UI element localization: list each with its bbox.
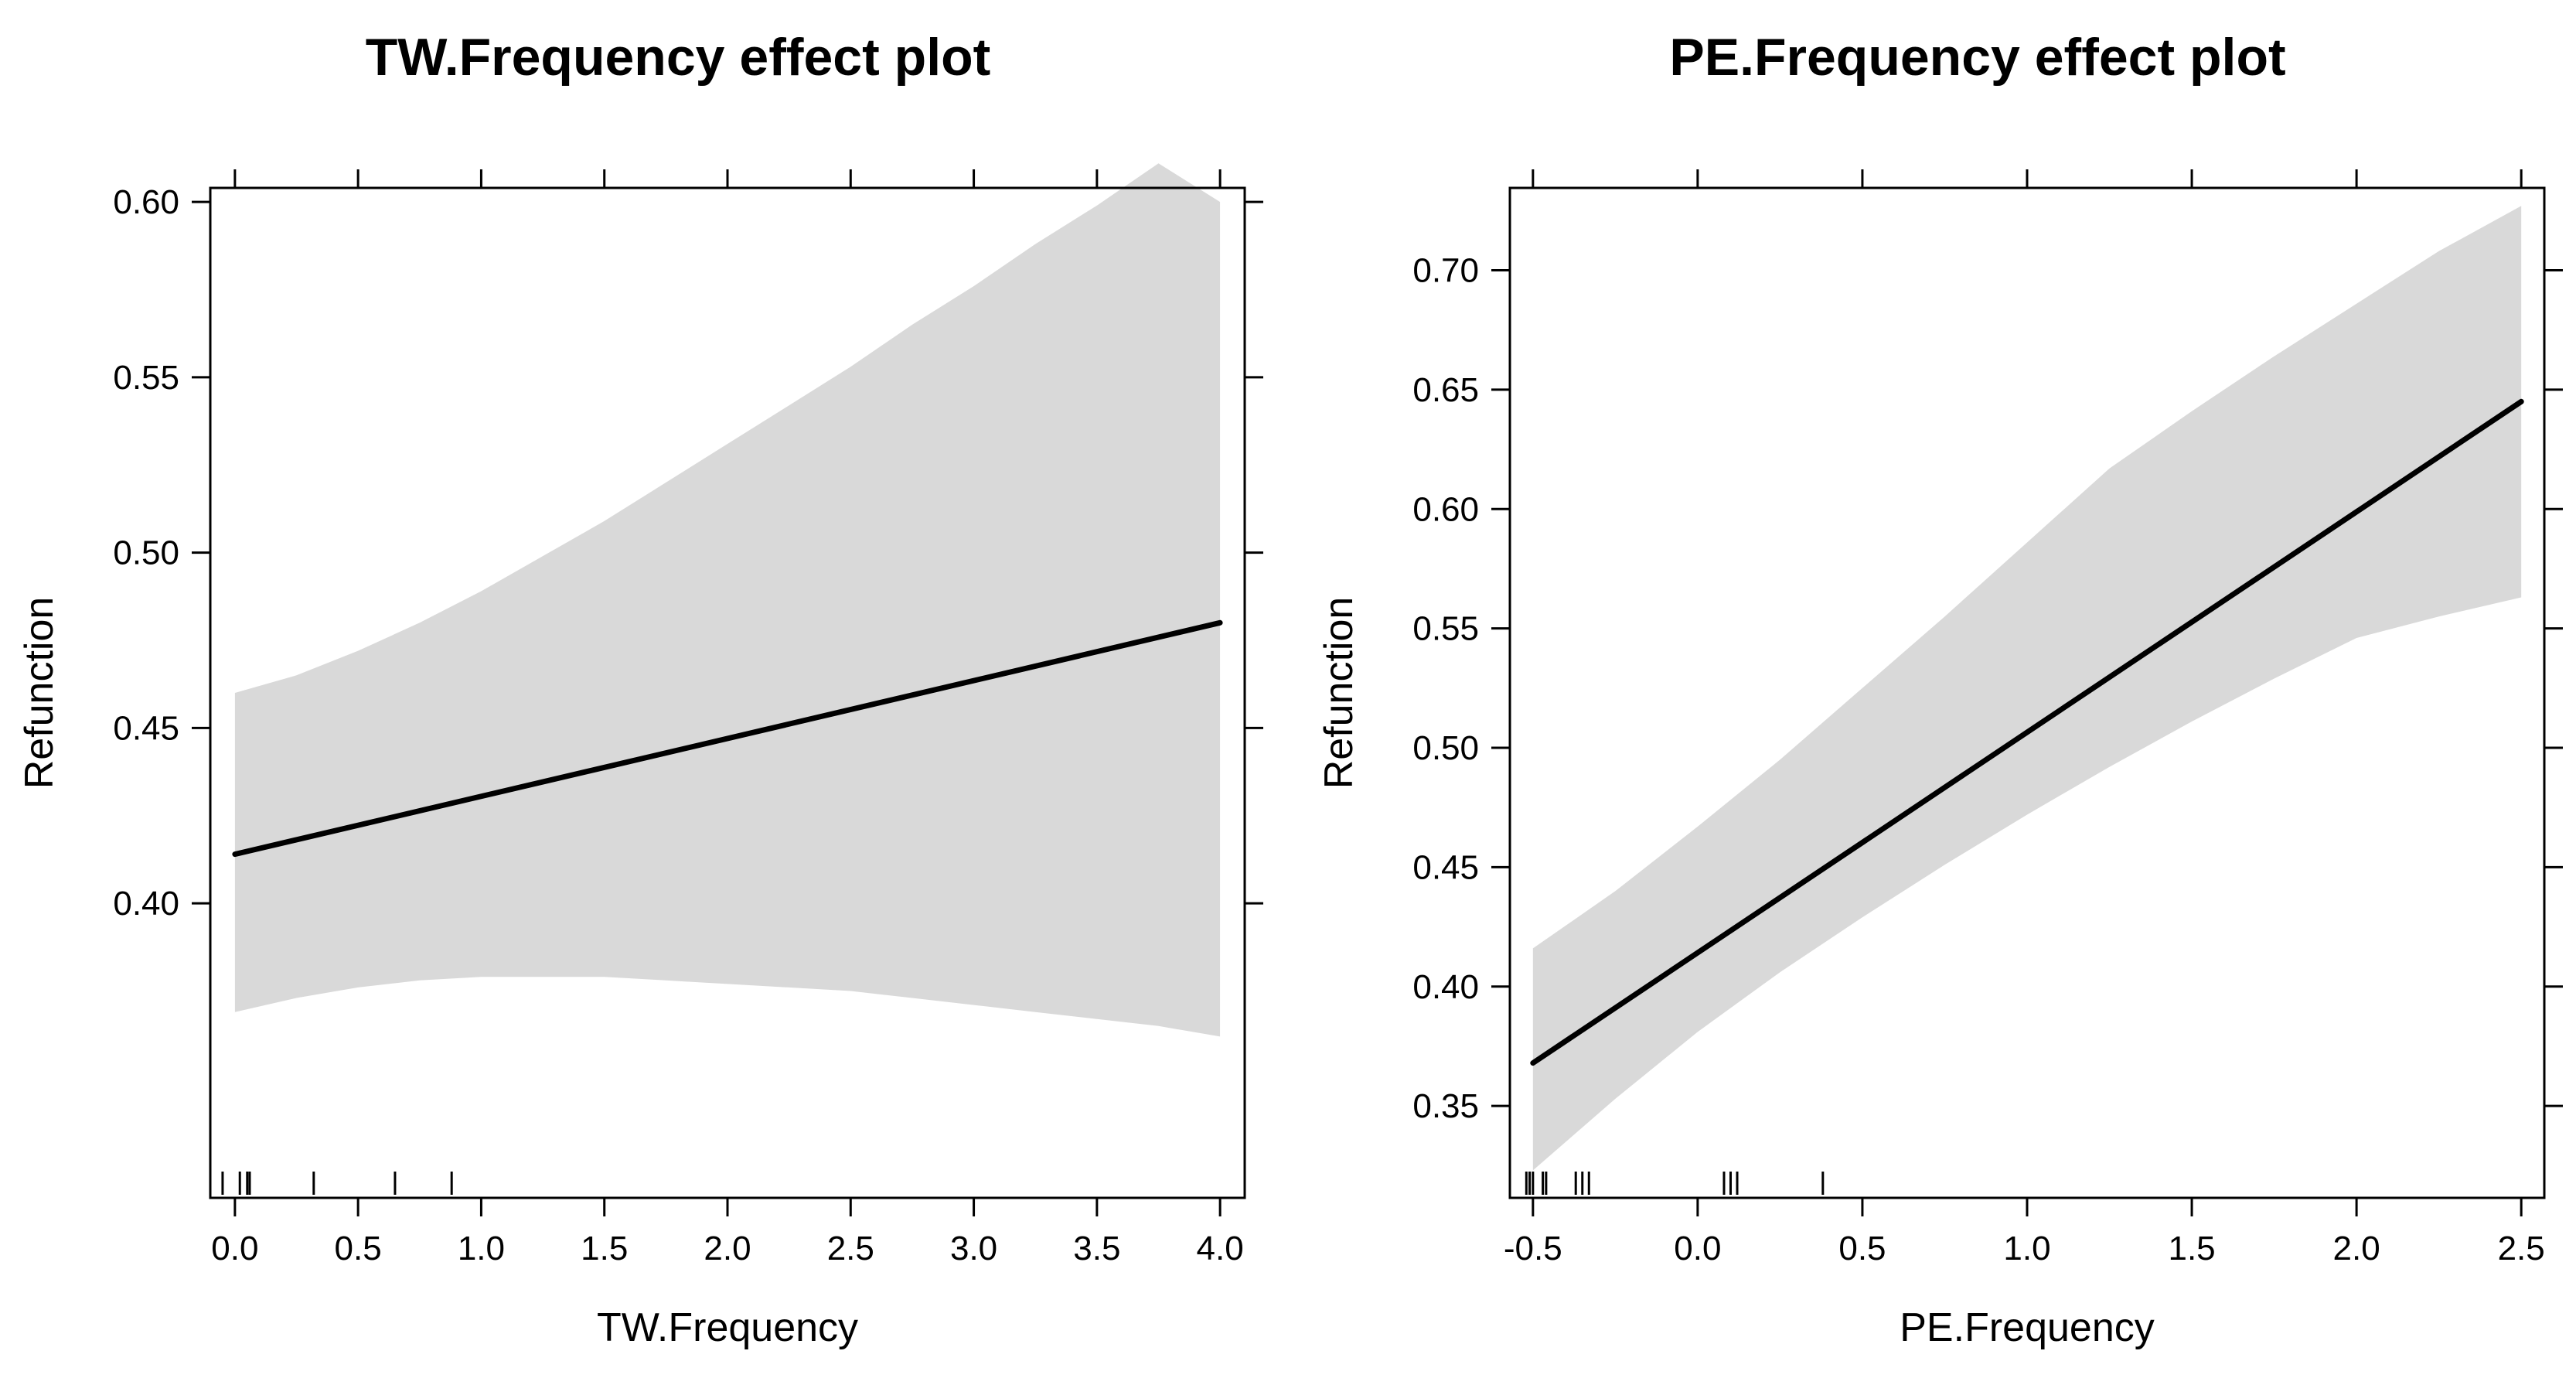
tw-frequency-fit-line (232, 619, 1223, 858)
pe-frequency-x-tick-label: 2.0 (2333, 1230, 2380, 1267)
tw-frequency-plot-title: TW.Frequency effect plot (366, 28, 991, 87)
pe-frequency-y-tick-label: 0.50 (1412, 729, 1479, 767)
tw-frequency-y-tick-label: 0.40 (113, 885, 179, 923)
pe-frequency-x-tick-label: 1.0 (2003, 1230, 2050, 1267)
tw-frequency-y-axis-label: Refunction (17, 597, 62, 790)
pe-frequency-y-tick-label: 0.60 (1412, 490, 1479, 528)
pe-frequency-y-tick-label: 0.45 (1412, 848, 1479, 886)
pe-frequency-y-tick-label: 0.55 (1412, 610, 1479, 648)
tw-frequency-y-tick-label: 0.55 (113, 359, 179, 397)
pe-frequency-x-axis-label: PE.Frequency (1900, 1305, 2155, 1350)
pe-frequency-x-tick-label: 2.5 (2498, 1230, 2545, 1267)
tw-frequency-x-axis-label: TW.Frequency (597, 1305, 858, 1350)
pe-frequency-confidence-band (1532, 206, 2522, 1171)
tw-frequency-x-tick-label: 2.5 (827, 1230, 874, 1267)
pe-frequency-panel: PE.Frequency effect plot -0.5 0.0 0.5 1.0 1.… (1317, 28, 2563, 1350)
pe-frequency-y-tick-label: 0.70 (1412, 252, 1479, 290)
pe-frequency-x-tick-label: 1.5 (2168, 1230, 2215, 1267)
tw-frequency-x-tick-label: 3.5 (1073, 1230, 1120, 1267)
pe-frequency-y-tick-label: 0.40 (1412, 968, 1479, 1006)
pe-frequency-plot-title: PE.Frequency effect plot (1669, 28, 2285, 87)
tw-frequency-confidence-band (234, 163, 1221, 1037)
tw-frequency-panel: TW.Frequency effect plot 0.0 0.5 1.0 1.5 2.0… (17, 28, 1263, 1350)
pe-frequency-x-tick-label: 0.0 (1674, 1230, 1721, 1267)
tw-frequency-y-tick-label: 0.50 (113, 534, 179, 572)
pe-frequency-x-tick-label: 0.5 (1838, 1230, 1886, 1267)
tw-frequency-y-tick-label: 0.45 (113, 709, 179, 747)
pe-frequency-fit-line (1530, 398, 2524, 1066)
tw-frequency-x-tick-label: 2.0 (704, 1230, 751, 1267)
tw-frequency-y-tick-label: 0.60 (113, 183, 179, 221)
tw-frequency-x-tick-label: 1.5 (581, 1230, 628, 1267)
tw-frequency-x-tick-label: 1.0 (458, 1230, 505, 1267)
pe-frequency-x-tick-label: -0.5 (1504, 1230, 1562, 1267)
tw-frequency-x-tick-label: 4.0 (1197, 1230, 1244, 1267)
pe-frequency-y-axis-label: Refunction (1317, 597, 1361, 790)
tw-frequency-x-tick-label: 0.0 (211, 1230, 258, 1267)
tw-frequency-x-tick-label: 3.0 (950, 1230, 997, 1267)
pe-frequency-y-tick-label: 0.65 (1412, 371, 1479, 409)
pe-frequency-y-tick-label: 0.35 (1412, 1087, 1479, 1125)
tw-frequency-x-tick-label: 0.5 (335, 1230, 382, 1267)
